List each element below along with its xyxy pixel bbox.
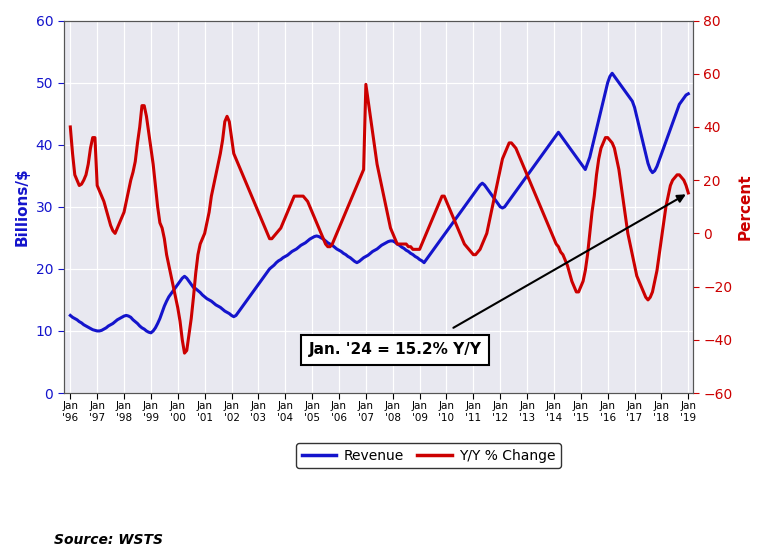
Text: Source: WSTS: Source: WSTS	[54, 533, 163, 546]
Y-axis label: Billions/$: Billions/$	[15, 167, 30, 246]
Legend: Revenue, Y/Y % Change: Revenue, Y/Y % Change	[296, 443, 561, 468]
Y-axis label: Percent: Percent	[738, 173, 753, 240]
Text: Jan. '24 = 15.2% Y/Y: Jan. '24 = 15.2% Y/Y	[309, 343, 482, 357]
